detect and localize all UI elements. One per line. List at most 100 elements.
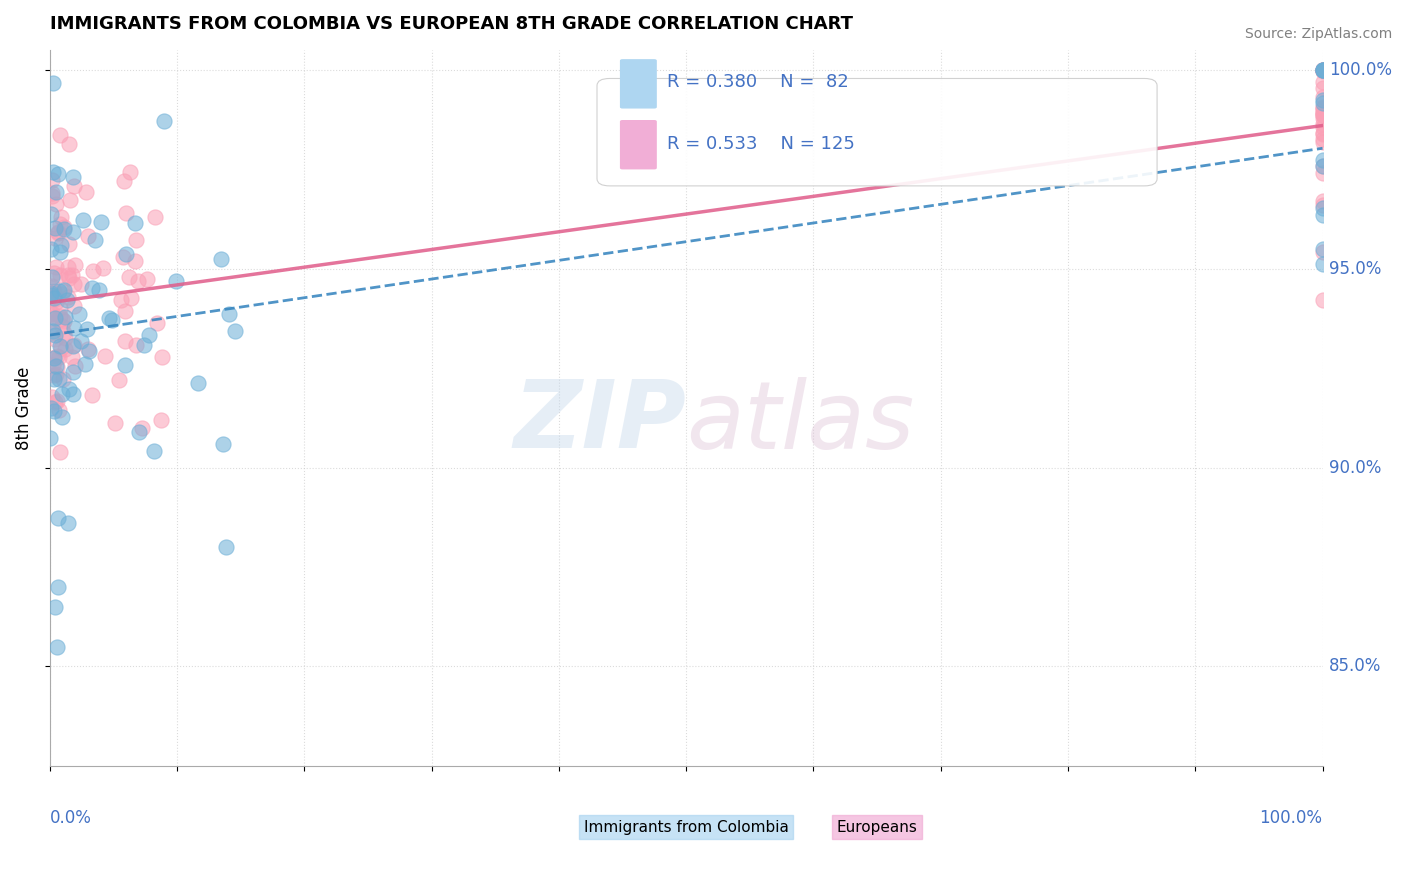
Point — [1312, 242, 1334, 256]
Text: atlas: atlas — [686, 376, 914, 467]
Point — [1312, 93, 1334, 107]
Point — [42, 404, 65, 418]
Point — [39, 288, 62, 302]
Point — [62, 350, 84, 364]
Point — [42, 351, 65, 365]
Point — [112, 174, 135, 188]
Point — [77, 344, 100, 359]
Point — [48, 167, 70, 181]
Point — [1312, 293, 1334, 307]
Point — [128, 425, 150, 439]
Point — [58, 260, 80, 275]
Point — [44, 327, 66, 342]
Point — [224, 324, 246, 338]
Point — [65, 359, 87, 374]
Point — [58, 382, 80, 396]
Point — [1312, 118, 1334, 132]
Point — [114, 358, 136, 372]
Point — [45, 640, 67, 654]
Point — [49, 338, 72, 352]
Point — [115, 247, 138, 261]
Point — [48, 284, 70, 298]
Point — [45, 359, 67, 373]
Point — [41, 173, 63, 187]
Point — [153, 114, 176, 128]
Point — [62, 320, 84, 334]
Point — [1312, 62, 1334, 77]
Point — [127, 274, 149, 288]
Text: Europeans: Europeans — [837, 820, 918, 835]
Point — [63, 179, 86, 194]
Point — [1312, 95, 1334, 110]
Point — [63, 299, 86, 313]
Point — [45, 260, 67, 274]
Point — [1312, 106, 1334, 120]
Point — [120, 291, 142, 305]
Point — [1312, 80, 1334, 95]
Point — [90, 215, 112, 229]
Point — [1312, 108, 1334, 122]
Text: 0.0%: 0.0% — [49, 809, 91, 827]
Point — [118, 165, 141, 179]
Point — [1312, 127, 1334, 141]
Point — [1312, 257, 1334, 271]
Text: ZIP: ZIP — [513, 376, 686, 468]
Point — [39, 281, 62, 295]
Point — [56, 290, 79, 304]
Point — [91, 261, 114, 276]
Text: 90.0%: 90.0% — [1329, 458, 1381, 476]
Point — [52, 313, 75, 327]
Point — [150, 351, 173, 365]
Point — [124, 215, 146, 229]
Point — [59, 193, 82, 207]
Point — [41, 310, 63, 325]
Point — [48, 372, 70, 386]
Point — [131, 421, 153, 435]
Point — [111, 250, 134, 264]
Point — [51, 319, 73, 334]
Point — [49, 217, 72, 231]
Point — [48, 580, 70, 594]
Point — [44, 332, 66, 346]
Point — [53, 219, 76, 234]
Point — [42, 326, 65, 341]
Point — [39, 285, 62, 300]
Point — [63, 277, 86, 291]
Text: 95.0%: 95.0% — [1329, 260, 1381, 277]
Point — [42, 324, 65, 338]
Point — [143, 211, 166, 225]
Point — [60, 268, 83, 282]
Point — [1312, 111, 1334, 125]
Point — [51, 237, 73, 252]
Point — [45, 294, 67, 309]
Point — [49, 309, 72, 323]
Point — [51, 386, 73, 401]
Point — [49, 128, 72, 142]
Point — [1312, 101, 1334, 115]
Point — [53, 326, 76, 341]
Text: Source: ZipAtlas.com: Source: ZipAtlas.com — [1244, 27, 1392, 41]
Point — [41, 269, 63, 284]
Point — [1312, 244, 1334, 259]
FancyBboxPatch shape — [598, 78, 1157, 186]
Point — [51, 287, 73, 301]
Point — [63, 337, 86, 351]
Point — [1312, 103, 1334, 118]
Point — [1312, 62, 1334, 77]
Point — [41, 315, 63, 329]
Point — [215, 540, 238, 554]
Point — [146, 316, 169, 330]
Point — [165, 274, 187, 288]
Point — [55, 293, 77, 307]
Point — [44, 285, 66, 299]
Point — [41, 279, 63, 293]
Point — [44, 220, 66, 235]
Point — [1312, 120, 1334, 134]
Point — [82, 388, 104, 402]
Point — [1312, 62, 1334, 77]
Point — [53, 310, 76, 324]
Point — [77, 342, 100, 356]
Point — [1312, 63, 1334, 78]
Point — [58, 136, 80, 151]
Point — [62, 170, 84, 185]
